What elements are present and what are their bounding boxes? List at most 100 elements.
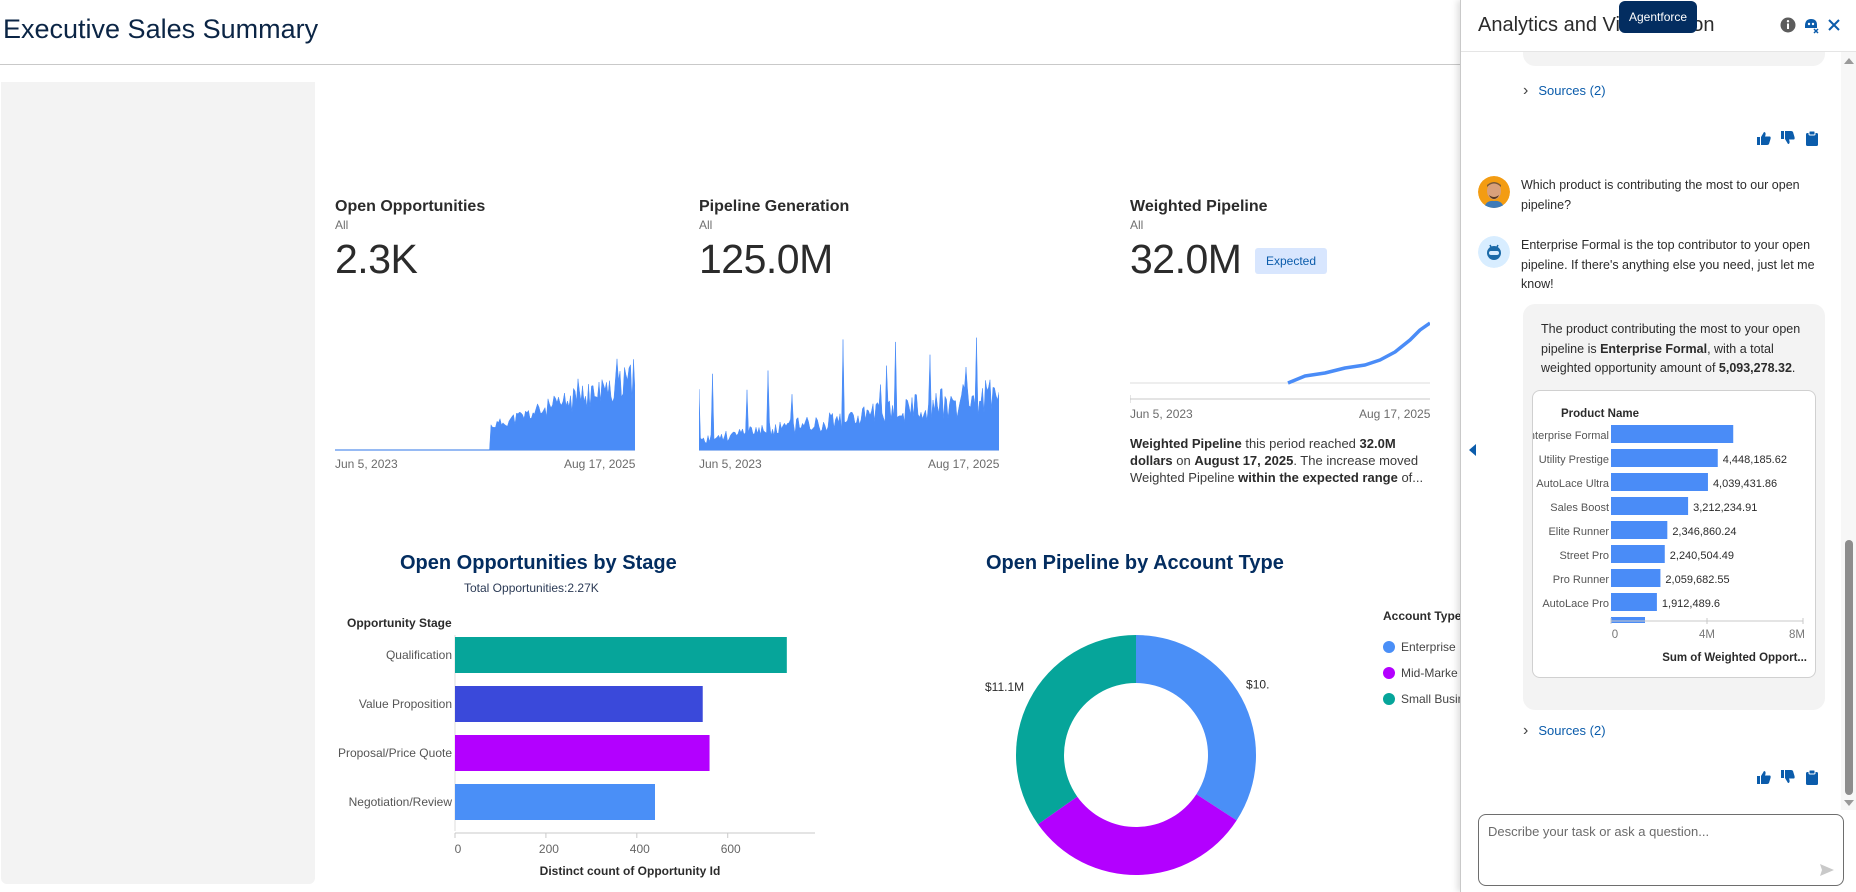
product-value-label: 2,346,860.24 — [1672, 526, 1736, 538]
donut-slice — [1136, 635, 1256, 821]
product-bar — [1611, 449, 1718, 467]
collapse-panel-arrow-icon[interactable] — [1469, 444, 1476, 456]
kpi-title: Open Opportunities — [335, 198, 486, 215]
x-tick-label: 0 — [1612, 629, 1618, 641]
donut-slice — [1038, 794, 1237, 875]
legend-swatch — [1383, 693, 1395, 705]
insight-part: of... — [1397, 470, 1424, 485]
product-bar — [1611, 569, 1661, 587]
spark-line — [1287, 321, 1430, 385]
sources-label: Sources (2) — [1538, 83, 1606, 98]
x-tick-label: 4M — [1699, 629, 1715, 641]
spark-end-label: Aug 17, 2025 — [564, 457, 636, 471]
sparkline-pipeline-generation[interactable] — [699, 310, 999, 452]
chat-input[interactable] — [1479, 815, 1843, 885]
insight-range: within the expected range — [1238, 470, 1398, 485]
thumbs-up-icon[interactable] — [1756, 130, 1772, 146]
donut-slice — [1016, 635, 1136, 825]
product-label: Enterprise Formal — [1533, 430, 1609, 442]
sources-toggle-1[interactable]: › Sources (2) — [1523, 82, 1606, 100]
kpi-open-opportunities[interactable]: Open Opportunities All 2.3K — [335, 198, 485, 283]
chat-scroll-area[interactable]: › Sources (2) Which product is contributi… — [1461, 52, 1841, 810]
product-bar — [1611, 497, 1689, 515]
product-value-label: 2,059,682.55 — [1665, 574, 1729, 586]
scroll-down-arrow-icon[interactable] — [1844, 800, 1854, 806]
agent-panel: Analytics and Visualization Agentforce ›… — [1460, 0, 1856, 892]
x-tick-label: 400 — [630, 842, 650, 856]
insight-value: 32.0M dollars — [1130, 436, 1396, 468]
legend-swatch — [1383, 641, 1395, 653]
x-tick-label: 0 — [455, 842, 462, 856]
kpi-pipeline-generation[interactable]: Pipeline Generation All 125.0M — [699, 198, 849, 283]
card-product: Enterprise Formal — [1600, 341, 1708, 356]
insight-date: August 17, 2025 — [1194, 453, 1294, 468]
card-text: The product contributing the most to you… — [1541, 320, 1811, 379]
stage-chart-subtitle: Total Opportunities:2.27K — [464, 581, 599, 595]
thumbs-down-icon[interactable] — [1780, 130, 1796, 146]
scrollbar-thumb[interactable] — [1845, 540, 1853, 795]
kpi-title: Pipeline Generation — [699, 198, 850, 215]
product-value-label: 3,212,234.91 — [1693, 502, 1757, 514]
copy-clipboard-icon[interactable] — [1804, 769, 1820, 785]
legend-label: Mid-Marke — [1401, 666, 1458, 680]
agent-message: Enterprise Formal is the top contributor… — [1521, 238, 1815, 291]
y-axis-title: Opportunity Stage — [347, 616, 452, 630]
page-title: Executive Sales Summary — [3, 14, 319, 44]
chat-composer — [1478, 814, 1844, 886]
stage-label: Negotiation/Review — [349, 795, 453, 809]
thumbs-up-icon[interactable] — [1756, 769, 1772, 785]
stage-label: Proposal/Price Quote — [338, 746, 452, 760]
chat-scrollbar[interactable] — [1841, 52, 1856, 810]
filter-panel-placeholder — [1, 82, 315, 884]
product-value-label: 1,912,489.6 — [1662, 598, 1720, 610]
stage-bar — [455, 686, 703, 722]
insight-metric: Weighted Pipeline — [1130, 436, 1242, 451]
product-bar — [1611, 425, 1734, 443]
product-label: AutoLace Pro — [1542, 598, 1609, 610]
spark-end-label: Aug 17, 2025 — [928, 457, 1000, 471]
chevron-right-icon: › — [1523, 82, 1529, 99]
agent-chat-off-icon[interactable] — [1802, 16, 1820, 34]
kpi-weighted-pipeline[interactable]: Weighted Pipeline All 32.0M Expected — [1130, 198, 1328, 283]
title-divider — [0, 64, 1460, 65]
prev-message-card — [1523, 52, 1825, 66]
product-label: Utility Prestige — [1539, 454, 1609, 466]
account-donut-chart[interactable]: $10.9M$9.9M$11.1M — [970, 600, 1270, 892]
product-bar-partial — [1611, 617, 1645, 623]
sparkline-weighted-pipeline[interactable] — [1130, 305, 1430, 415]
legend-label: Small Busin — [1401, 692, 1460, 705]
info-icon[interactable] — [1779, 16, 1797, 34]
close-icon[interactable] — [1825, 16, 1843, 34]
legend-title: Account Type — [1383, 609, 1460, 623]
copy-clipboard-icon[interactable] — [1804, 130, 1820, 146]
stage-bar — [455, 637, 787, 673]
spark-area — [699, 337, 999, 451]
product-bar-chart[interactable]: Product Name Enterprise Formal Utility Pre… — [1522, 391, 1817, 679]
x-tick-label: 8M — [1789, 629, 1805, 641]
donut-value-label: $11.1M — [985, 680, 1024, 694]
stage-chart-title: Open Opportunities by Stage — [400, 552, 677, 574]
stage-label: Qualification — [386, 648, 452, 662]
x-tick-label: 600 — [721, 842, 741, 856]
x-axis-title: Distinct count of Opportunity Id — [540, 864, 721, 878]
legend-swatch — [1383, 667, 1395, 679]
thumbs-down-icon[interactable] — [1780, 769, 1796, 785]
feedback-actions-2 — [1756, 769, 1820, 785]
send-icon[interactable] — [1819, 863, 1835, 877]
agent-header: Analytics and Visualization Agentforce — [1461, 0, 1856, 52]
agent-response-card: The product contributing the most to you… — [1522, 304, 1825, 710]
stage-bar-chart[interactable]: Opportunity Stage Qualification Value Prop… — [330, 605, 820, 880]
product-bar — [1611, 473, 1708, 491]
sources-toggle-2[interactable]: › Sources (2) — [1523, 722, 1606, 740]
insight-part: . The increase moved Weighted Pipeline — [1130, 453, 1419, 485]
insight-text: Weighted Pipeline this period reached 32… — [1130, 435, 1440, 486]
product-value-label: 4,039,431.86 — [1713, 478, 1777, 490]
card-text-part: The product contributing the most to you… — [1541, 322, 1801, 356]
y-axis-title: Product Name — [1561, 408, 1639, 420]
scroll-up-arrow-icon[interactable] — [1844, 58, 1854, 64]
product-bar — [1611, 545, 1665, 563]
legend-label: Enterprise — [1401, 640, 1456, 654]
user-message: Which product is contributing the most t… — [1521, 178, 1800, 212]
sparkline-open-opportunities[interactable] — [335, 310, 635, 452]
